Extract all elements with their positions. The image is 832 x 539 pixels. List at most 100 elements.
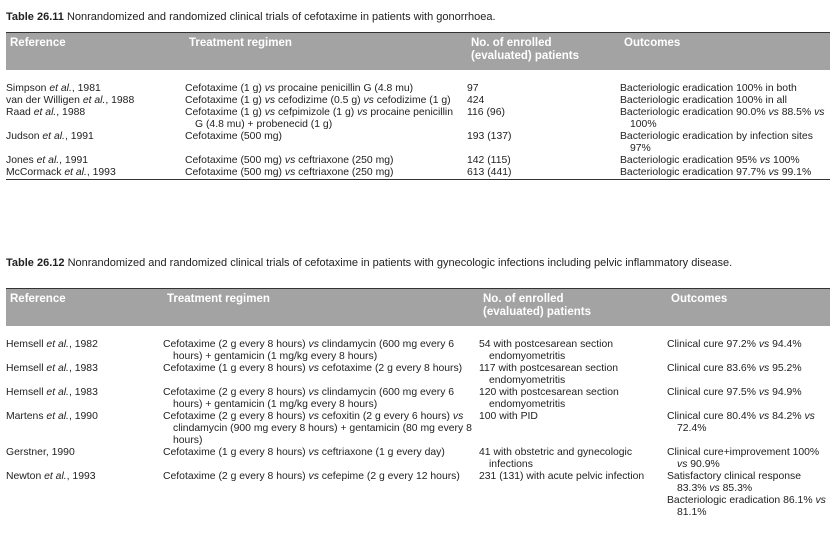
patients-cell: 97 [467,70,620,95]
patients-cell: 120 with postcesarean section endomyomet… [479,387,667,411]
caption-text: Nonrandomized and randomized clinical tr… [66,11,496,23]
outcomes-cell: Clinical cure 97.5% vs 94.9% [667,387,830,411]
regimen-cell: Cefotaxime (2 g every 8 hours) vs clinda… [163,326,479,363]
cell-text: Bacteriologic eradication 86.1% vs 81.1% [667,495,826,518]
cell-text: Satisfactory clinical response 83.3% vs … [667,471,801,494]
header-treatment-regimen: Treatment regimen [185,32,467,70]
regimen-cell: Cefotaxime (1 g) vs cefpimizole (1 g) vs… [185,107,467,131]
table-row: Hemsell et al., 1983 Cefotaxime (1 g ever… [6,363,830,387]
cell-text: Judson et al., 1991 [6,131,94,142]
cell-text: Bacteriologic eradication 100% in all [620,95,787,106]
reference-cell: Newton et al., 1993 [6,471,163,519]
table-row: Newton et al., 1993 Cefotaxime (2 g every… [6,471,830,519]
outcomes-cell: Bacteriologic eradication by infection s… [620,131,830,155]
patients-cell: 117 with postcesarean section endomyomet… [479,363,667,387]
table-26-12: Reference Treatment regimen No. of enrol… [6,288,830,519]
patients-cell: 116 (96) [467,107,620,131]
header-enrolled-patients: No. of enrolled (evaluated) patients [479,288,667,326]
table-label: Table 26.12 [6,257,65,269]
cell-text: McCormack et al., 1993 [6,167,116,178]
regimen-cell: Cefotaxime (1 g every 8 hours) vs cefota… [163,363,479,387]
header-enrolled-patients: No. of enrolled (evaluated) patients [467,32,620,70]
cell-text: Cefotaxime (1 g every 8 hours) vs cefota… [163,363,463,374]
reference-cell: Simpson et al., 1981 [6,70,185,95]
table-row: Jones et al., 1991 Cefotaxime (500 mg) vs… [6,155,830,167]
caption-text: Nonrandomized and randomized clinical tr… [67,257,733,269]
regimen-cell: Cefotaxime (1 g) vs cefodizime (0.5 g) v… [185,95,467,107]
cell-text: Cefotaxime (1 g every 8 hours) vs ceftri… [163,447,445,458]
regimen-cell: Cefotaxime (500 mg) [185,131,467,155]
patients-cell: 54 with postcesarean section endomyometr… [479,326,667,363]
header-treatment-regimen: Treatment regimen [163,288,479,326]
cell-text: 54 with postcesarean section endomyometr… [479,339,614,362]
reference-cell: Martens et al., 1990 [6,411,163,447]
patients-cell: 424 [467,95,620,107]
cell-text: Bacteriologic eradication 100% in both [620,83,797,94]
cell-text: Clinical cure+improvement 100% vs 90.9% [667,447,820,470]
reference-cell: Raad et al., 1988 [6,107,185,131]
cell-text: Cefotaxime (500 mg) vs ceftriaxone (250 … [185,167,394,178]
cell-text: 193 (137) [467,131,512,142]
cell-text: Hemsell et al., 1982 [6,339,98,350]
table-row: Hemsell et al., 1983 Cefotaxime (2 g ever… [6,387,830,411]
cell-text: Cefotaxime (2 g every 8 hours) vs cefepi… [163,471,460,482]
reference-cell: Hemsell et al., 1983 [6,387,163,411]
reference-cell: Hemsell et al., 1983 [6,363,163,387]
table-row: van der Willigen et al., 1988 Cefotaxime … [6,95,830,107]
cell-text: Bacteriologic eradication 95% vs 100% [620,155,800,166]
patients-cell: 100 with PID [479,411,667,447]
cell-text: Clinical cure 97.2% vs 94.4% [667,339,802,350]
reference-cell: Judson et al., 1991 [6,131,185,155]
header-reference: Reference [6,288,163,326]
cell-text: Cefotaxime (1 g) vs procaine penicillin … [185,83,414,94]
cell-text: Martens et al., 1990 [6,411,98,422]
table-row: Hemsell et al., 1982 Cefotaxime (2 g ever… [6,326,830,363]
reference-cell: Hemsell et al., 1982 [6,326,163,363]
cell-text: Cefotaxime (1 g) vs cefodizime (0.5 g) v… [185,95,451,106]
cell-text: Jones et al., 1991 [6,155,89,166]
cell-text: 41 with obstetric and gynecologic infect… [479,447,633,470]
table-26-11-caption: Table 26.11 Nonrandomized and randomized… [6,11,496,24]
outcomes-cell: Bacteriologic eradication 95% vs 100% [620,155,830,167]
cell-text: Bacteriologic eradication 97.7% vs 99.1% [620,167,812,178]
outcomes-cell: Clinical cure 80.4% vs 84.2% vs 72.4% [667,411,830,447]
regimen-cell: Cefotaxime (500 mg) vs ceftriaxone (250 … [185,155,467,167]
regimen-cell: Cefotaxime (2 g every 8 hours) vs clinda… [163,387,479,411]
reference-cell: McCormack et al., 1993 [6,167,185,180]
patients-cell: 231 (131) with acute pelvic infection [479,471,667,519]
patients-cell: 41 with obstetric and gynecologic infect… [479,447,667,471]
outcomes-cell: Bacteriologic eradication 100% in all [620,95,830,107]
table-row: Gerstner, 1990 Cefotaxime (1 g every 8 ho… [6,447,830,471]
cell-text: Raad et al., 1988 [6,107,86,118]
cell-text: 116 (96) [467,107,505,118]
cell-text: 100 with PID [479,411,538,422]
header-reference: Reference [6,32,185,70]
cell-text: Cefotaxime (2 g every 8 hours) vs clinda… [163,387,455,410]
regimen-cell: Cefotaxime (1 g every 8 hours) vs ceftri… [163,447,479,471]
cell-text: 613 (441) [467,167,512,178]
reference-cell: Jones et al., 1991 [6,155,185,167]
regimen-cell: Cefotaxime (2 g every 8 hours) vs cefoxi… [163,411,479,447]
cell-text: Cefotaxime (500 mg) vs ceftriaxone (250 … [185,155,394,166]
patients-cell: 613 (441) [467,167,620,180]
cell-text: Newton et al., 1993 [6,471,96,482]
cell-text: Simpson et al., 1981 [6,83,101,94]
cell-text: 97 [467,83,479,94]
outcomes-cell: Satisfactory clinical response 83.3% vs … [667,471,830,519]
cell-text: 231 (131) with acute pelvic infection [479,471,645,482]
cell-text: Bacteriologic eradication by infection s… [620,131,813,154]
outcomes-cell: Bacteriologic eradication 97.7% vs 99.1% [620,167,830,180]
cell-text: Bacteriologic eradication 90.0% vs 88.5%… [620,107,825,130]
cell-text: 142 (115) [467,155,511,166]
cell-text: Cefotaxime (2 g every 8 hours) vs cefoxi… [163,411,472,446]
patients-cell: 142 (115) [467,155,620,167]
table-label: Table 26.11 [6,11,64,23]
cell-text: Cefotaxime (500 mg) [185,131,283,142]
cell-text: Clinical cure 97.5% vs 94.9% [667,387,802,398]
header-outcomes: Outcomes [667,288,830,326]
outcomes-cell: Clinical cure 83.6% vs 95.2% [667,363,830,387]
table-26-11: Reference Treatment regimen No. of enrol… [6,32,830,180]
cell-text: Clinical cure 83.6% vs 95.2% [667,363,802,374]
cell-text: 424 [467,95,485,106]
cell-text: Clinical cure 80.4% vs 84.2% vs 72.4% [667,411,815,434]
